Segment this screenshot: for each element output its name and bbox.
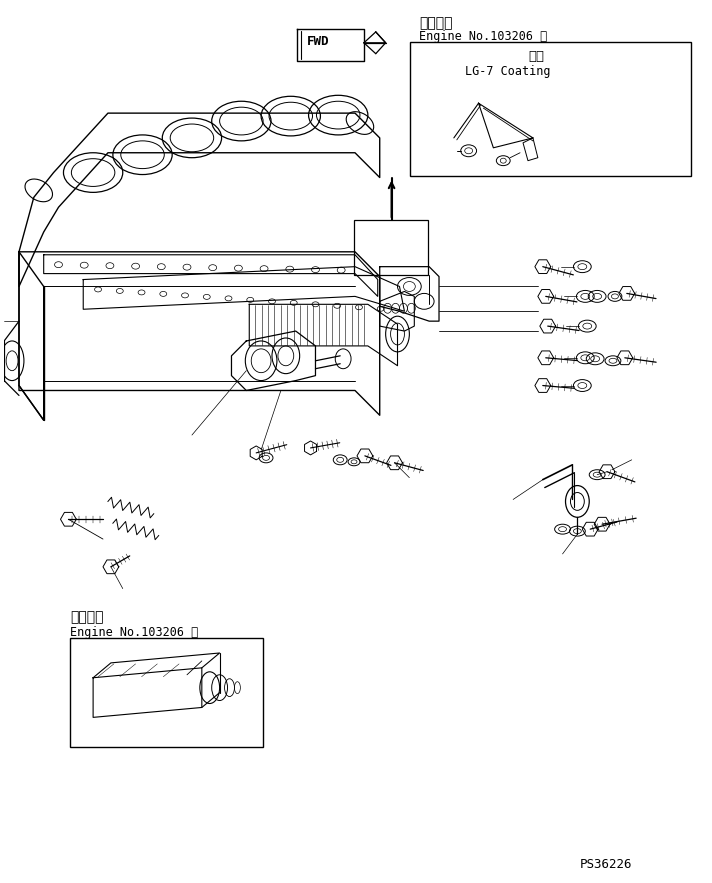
Bar xyxy=(354,220,428,275)
Text: LG-7 Coating: LG-7 Coating xyxy=(465,64,550,78)
Text: 適用号機: 適用号機 xyxy=(70,610,104,624)
Text: 適用号機: 適用号機 xyxy=(419,16,453,30)
Text: 塔布: 塔布 xyxy=(528,49,544,63)
Text: Engine No.103206 ～: Engine No.103206 ～ xyxy=(70,626,199,639)
Bar xyxy=(410,42,691,176)
Bar xyxy=(70,638,263,747)
Text: Engine No.103206 ～: Engine No.103206 ～ xyxy=(419,30,548,43)
Text: FWD: FWD xyxy=(307,34,329,48)
Text: PS36226: PS36226 xyxy=(580,858,632,871)
